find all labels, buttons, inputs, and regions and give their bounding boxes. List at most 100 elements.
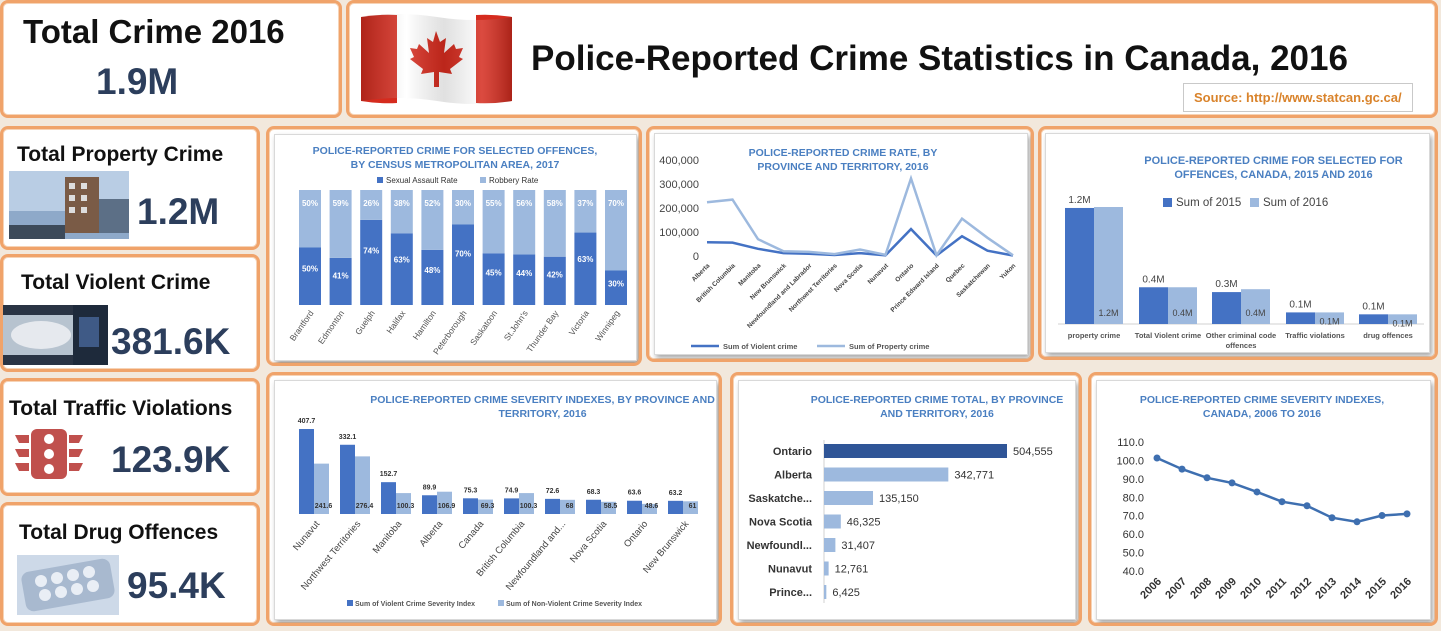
cma-panel: POLICE-REPORTED CRIME FOR SELECTED OFFEN…	[266, 126, 642, 366]
data-label-sexual-assault: 63%	[577, 255, 593, 264]
data-label-sexual-assault: 30%	[608, 280, 624, 289]
bar-non-violent-severity	[314, 463, 329, 514]
x-tick-label: Victoria	[567, 308, 592, 337]
total-panel: POLICE-REPORTED CRIME TOTAL, BY PROVINCE…	[730, 372, 1082, 626]
y-tick-label: 300,000	[659, 179, 699, 191]
data-label-2016: 0.4M	[1245, 308, 1265, 318]
bar-sexual-assault	[329, 257, 352, 305]
bar-non-violent-severity	[396, 493, 411, 514]
total-crime-label: Total Crime 2016	[23, 13, 285, 50]
y-tick-label: 70.0	[1123, 511, 1144, 523]
data-label-non-violent: 100.3	[397, 503, 415, 510]
cma-chart-svg: Sexual Assault Rate Robbery Rate 50% 50% Bra…	[287, 176, 627, 356]
source-link[interactable]: Source: http://www.statcan.gc.ca/	[1183, 83, 1413, 112]
data-label-2016: 1.2M	[1098, 308, 1118, 318]
bar-crime-total	[824, 538, 836, 552]
data-label-non-violent: 106.9	[438, 503, 456, 510]
arrest-photo-icon	[3, 305, 108, 365]
data-label-non-violent: 241.6	[315, 503, 333, 510]
data-label-total: 6,425	[832, 587, 860, 599]
y-tick-label: Newfoundl...	[747, 540, 812, 552]
data-label-total: 342,771	[954, 470, 994, 482]
rate-chart: POLICE-REPORTED CRIME RATE, BY PROVINCE …	[654, 133, 1028, 355]
data-label-sexual-assault: 63%	[394, 255, 410, 264]
bar-violent-severity	[545, 498, 560, 514]
canada-chart-title: POLICE-REPORTED CRIME FOR SELECTED FOR O…	[1144, 155, 1403, 181]
data-label-total: 504,555	[1013, 446, 1053, 458]
x-tick-label: 2012	[1288, 576, 1314, 602]
x-tick-label: 2008	[1188, 576, 1214, 602]
index-chart-title: POLICE-REPORTED CRIME SEVERITY INDEXES, …	[1139, 394, 1385, 420]
bar-robbery	[329, 190, 352, 258]
data-label-non-violent: 69.3	[481, 503, 495, 510]
x-tick-label: 2011	[1264, 576, 1289, 601]
data-point	[1403, 510, 1411, 518]
canada-chart: POLICE-REPORTED CRIME FOR SELECTED FOR O…	[1045, 133, 1430, 353]
data-label-non-violent: 100.3	[520, 503, 538, 510]
y-tick-label: 50.0	[1123, 548, 1144, 560]
x-tick-label: Nunavut	[867, 262, 891, 286]
x-tick-label: Northwest Territories	[788, 262, 839, 313]
x-tick-label: Ontario	[622, 519, 650, 550]
data-point	[1178, 465, 1186, 473]
bar-non-violent-severity	[355, 456, 370, 514]
rate-chart-title: POLICE-REPORTED CRIME RATE, BY PROVINCE …	[748, 147, 938, 173]
bar-violent-severity	[463, 498, 478, 514]
bar-sexual-assault	[574, 232, 597, 305]
x-tick-label: 2009	[1213, 576, 1239, 602]
index-chart: POLICE-REPORTED CRIME SEVERITY INDEXES, …	[1096, 380, 1431, 620]
legend-swatch-sexual-assault	[377, 177, 383, 183]
y-tick-label: 100,000	[659, 227, 699, 239]
total-chart-title: POLICE-REPORTED CRIME TOTAL, BY PROVINCE…	[810, 394, 1064, 420]
bar-2016	[1168, 287, 1197, 324]
legend-label-sexual-assault: Sexual Assault Rate	[386, 176, 458, 185]
total-chart-svg: Ontario 504,555 Alberta 342,771 Saskatche...…	[747, 440, 1053, 603]
x-tick-label: 2007	[1163, 576, 1189, 602]
bar-2016	[1094, 207, 1123, 324]
bar-non-violent-severity	[519, 493, 534, 514]
x-tick-label: Ontario	[894, 262, 915, 283]
y-tick-label: 90.0	[1123, 474, 1144, 486]
data-label-total: 31,407	[841, 540, 875, 552]
bar-robbery	[299, 190, 321, 248]
bar-sexual-assault	[421, 249, 444, 305]
bar-violent-severity	[381, 482, 396, 514]
bar-violent-severity	[340, 444, 355, 514]
data-label-2016: 0.4M	[1172, 308, 1192, 318]
bar-2015	[1065, 207, 1094, 324]
bar-violent-severity	[299, 429, 314, 514]
data-label-robbery: 70%	[608, 199, 624, 208]
data-label-sexual-assault: 50%	[302, 265, 318, 274]
data-label-robbery: 50%	[302, 199, 318, 208]
data-label-total: 135,150	[879, 493, 919, 505]
bar-robbery	[360, 190, 383, 220]
legend-label-violent: Sum of Violent crime	[723, 342, 797, 351]
canada-chart-svg: Sum of 2015 Sum of 2016 1.2M 1.2M property c…	[1058, 195, 1424, 350]
x-tick-label: 2015	[1363, 576, 1389, 602]
index-panel: POLICE-REPORTED CRIME SEVERITY INDEXES, …	[1088, 372, 1438, 626]
kpi-label-violent: Total Violent Crime	[21, 271, 211, 294]
y-tick-label: Prince...	[769, 587, 812, 599]
bar-robbery	[421, 190, 444, 250]
legend-swatch-non-violent	[498, 600, 504, 606]
legend-label-robbery: Robbery Rate	[489, 176, 539, 185]
bar-crime-total	[824, 585, 827, 599]
bar-sexual-assault	[452, 224, 474, 305]
data-label-violent: 63.2	[669, 490, 683, 497]
data-label-non-violent: 276.4	[356, 503, 374, 510]
kpi-card-violent: Total Violent Crime 381.6K	[0, 254, 260, 372]
bar-non-violent-severity	[478, 499, 493, 514]
x-tick-label: Nova Scotia	[568, 518, 610, 565]
bar-robbery	[390, 190, 413, 234]
bar-robbery	[605, 190, 627, 271]
y-tick-label: Alberta	[774, 470, 813, 482]
data-label-total: 46,325	[847, 517, 881, 529]
x-tick-label: Winnipeg	[593, 308, 622, 343]
data-label-robbery: 52%	[424, 199, 440, 208]
x-tick-label: Guelph	[353, 308, 377, 336]
x-tick-label: property crime	[1068, 331, 1121, 340]
building-photo-icon	[9, 171, 129, 239]
bar-sexual-assault	[482, 253, 505, 305]
x-tick-label: Total Violent crime	[1135, 331, 1201, 340]
x-tick-label: Prince Edward Island	[889, 262, 940, 313]
